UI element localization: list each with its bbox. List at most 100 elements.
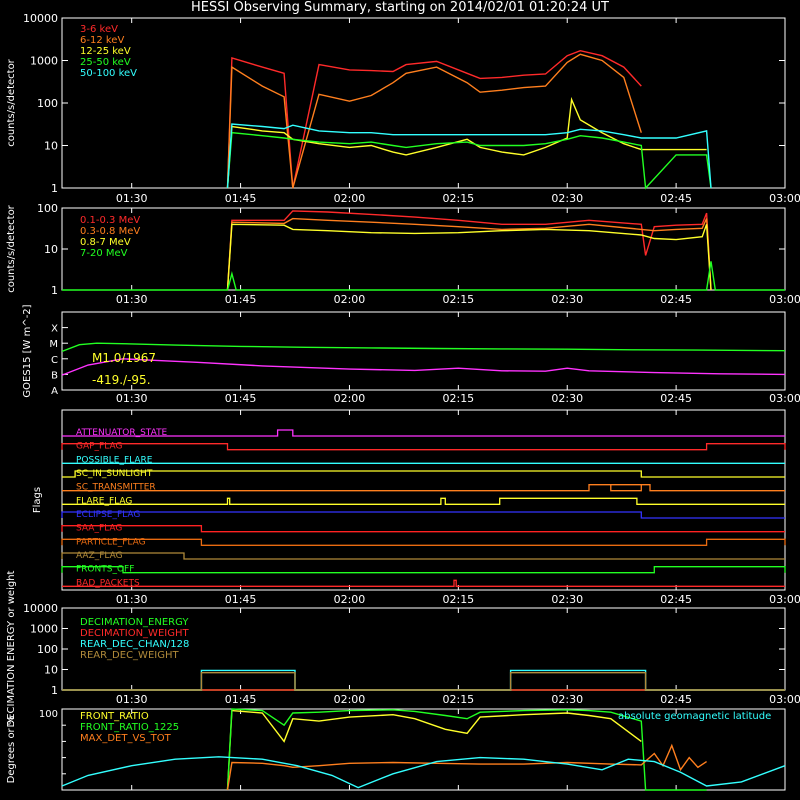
lightcurves_low-legend-entry: 25-50 keV [80,57,131,68]
flag-label: POSSIBLE_FLARE [76,455,153,465]
lightcurves_high-ytick-label: 1 [51,284,58,297]
lightcurves_low-legend-entry: 6-12 keV [80,35,124,46]
ratios-legend-entry: MAX_DET_VS_TOT [80,733,172,744]
lightcurves_high-ytick-label: 100 [37,202,58,215]
flag-trace [62,429,785,437]
flag-trace [61,552,785,560]
flag-label: FRONTS_OFF [76,565,134,575]
ratios-legend-entry: FRONT_RATIO [80,711,149,722]
lightcurves_low-legend-entry: 12-25 keV [80,46,131,57]
ratios-frame [61,708,786,791]
lightcurves_high-xtick-label: 02:45 [660,293,692,306]
flag-label: SAA_FLAG [76,524,122,534]
lightcurves_high-ylabel: counts/s/detector [6,204,17,292]
decimation-legend-entry: DECIMATION_WEIGHT [80,628,189,639]
goes-series-line [61,358,786,376]
flag-trace [61,538,786,546]
decimation-legend-entry: DECIMATION_ENERGY [80,617,189,628]
decimation-xtick-label: 02:45 [660,693,692,706]
lightcurves_low-series-line [226,131,712,190]
decimation-ylabel: DECIMATION ENERGY or weight [6,570,17,727]
ratios-legend-entry: absolute geomagnetic latitude [618,711,771,722]
goes-ytick-label: X [51,324,58,335]
lightcurves_low-ytick-label: 100 [37,97,58,110]
flag-label: PARTICLE_FLAG [76,537,146,547]
goes-xtick-label: 02:30 [551,392,583,405]
goes-ytick-label: C [51,355,58,366]
ratios-series-line [226,709,642,791]
ratios-ytick-label: 100 [39,709,58,720]
lightcurves_low-xtick-label: 02:00 [334,192,366,205]
lightcurves_high-series-line [226,217,712,291]
lightcurves_low-ytick-label: 10000 [23,12,58,25]
flags-xtick-label: 02:45 [660,593,692,606]
lightcurves_high-xtick-label: 02:30 [551,293,583,306]
decimation-ytick-label: 10000 [23,602,58,615]
lightcurves_low-xtick-label: 02:45 [660,192,692,205]
lightcurves_high-series-line [226,223,712,291]
lightcurves_low-ylabel: counts/s/detector [6,58,17,146]
flags-frame [61,409,786,591]
lightcurves_high-xtick-label: 02:15 [442,293,474,306]
decimation-xtick-label: 02:30 [551,693,583,706]
flags-xtick-label: 03:00 [769,593,800,606]
goes-xtick-label: 01:30 [116,392,148,405]
decimation-xtick-label: 01:30 [116,693,148,706]
lightcurves_high-legend-entry: 7-20 MeV [80,248,128,259]
lightcurves_high-xtick-label: 01:30 [116,293,148,306]
lightcurves_low-ytick-label: 10 [44,140,58,153]
goes-ytick-label: M [49,339,58,350]
decimation-series-line [62,672,785,691]
lightcurves_high-xtick-label: 03:00 [769,293,800,306]
lightcurves_high-xtick-label: 02:00 [334,293,366,306]
flags-xtick-label: 01:30 [116,593,148,606]
flag-label: GAP_FLAG [76,442,122,452]
flag-trace [61,443,786,451]
ratios-series-line [226,708,707,791]
flag-label: ECLIPSE_FLAG [76,510,140,520]
decimation-ytick-label: 10 [44,664,58,677]
goes-ytick-label: B [51,370,58,381]
lightcurves_low-series-line [226,53,642,189]
goes-ylabel: GOES15 [W m^-2] [22,304,33,397]
flag-trace [62,470,785,478]
flags-xtick-label: 01:45 [225,593,257,606]
flags-xtick-label: 02:30 [551,593,583,606]
flag-trace [61,566,786,574]
goes-annotation: -419./-95. [92,373,151,387]
flag-trace [61,511,785,519]
flag-label: ATTENUATOR_STATE [76,428,168,438]
flags-xtick-label: 02:15 [442,593,474,606]
goes-xtick-label: 01:45 [225,392,257,405]
flag-label: AAZ_FLAG [76,551,123,561]
decimation-ytick-label: 1000 [30,623,58,636]
decimation-ytick-label: 1 [51,684,58,697]
decimation-legend-entry: REAR_DEC_WEIGHT [80,650,179,661]
page-title: HESSI Observing Summary, starting on 201… [191,0,609,15]
lightcurves_low-xtick-label: 03:00 [769,192,800,205]
goes-frame [61,311,786,391]
goes-xtick-label: 02:45 [660,392,692,405]
lightcurves_low-ytick-label: 1000 [30,55,58,68]
lightcurves_low-xtick-label: 02:15 [442,192,474,205]
goes-ytick-label: A [51,386,58,397]
goes-series-line [61,342,786,353]
lightcurves_low-series-line [226,49,642,189]
decimation-xtick-label: 01:45 [225,693,257,706]
lightcurves_high-frame [61,207,786,291]
flag-label: SC_TRANSMITTER [76,483,156,493]
lightcurves_low-ytick-label: 1 [51,182,58,195]
lightcurves_low-series-line [226,123,712,189]
decimation-xtick-label: 03:00 [769,693,800,706]
flag-trace [62,484,785,492]
goes-xtick-label: 03:00 [769,392,800,405]
lightcurves_low-legend-entry: 3-6 keV [80,24,118,35]
flag-label: FLARE_FLAG [76,496,132,506]
decimation-legend-entry: REAR_DEC_CHAN/128 [80,639,189,650]
ratios-ylabel: Degrees or % [6,716,17,784]
lightcurves_high-series-line [62,261,785,291]
goes-xtick-label: 02:15 [442,392,474,405]
ratios-series-line [226,743,707,791]
flag-trace [62,497,785,505]
